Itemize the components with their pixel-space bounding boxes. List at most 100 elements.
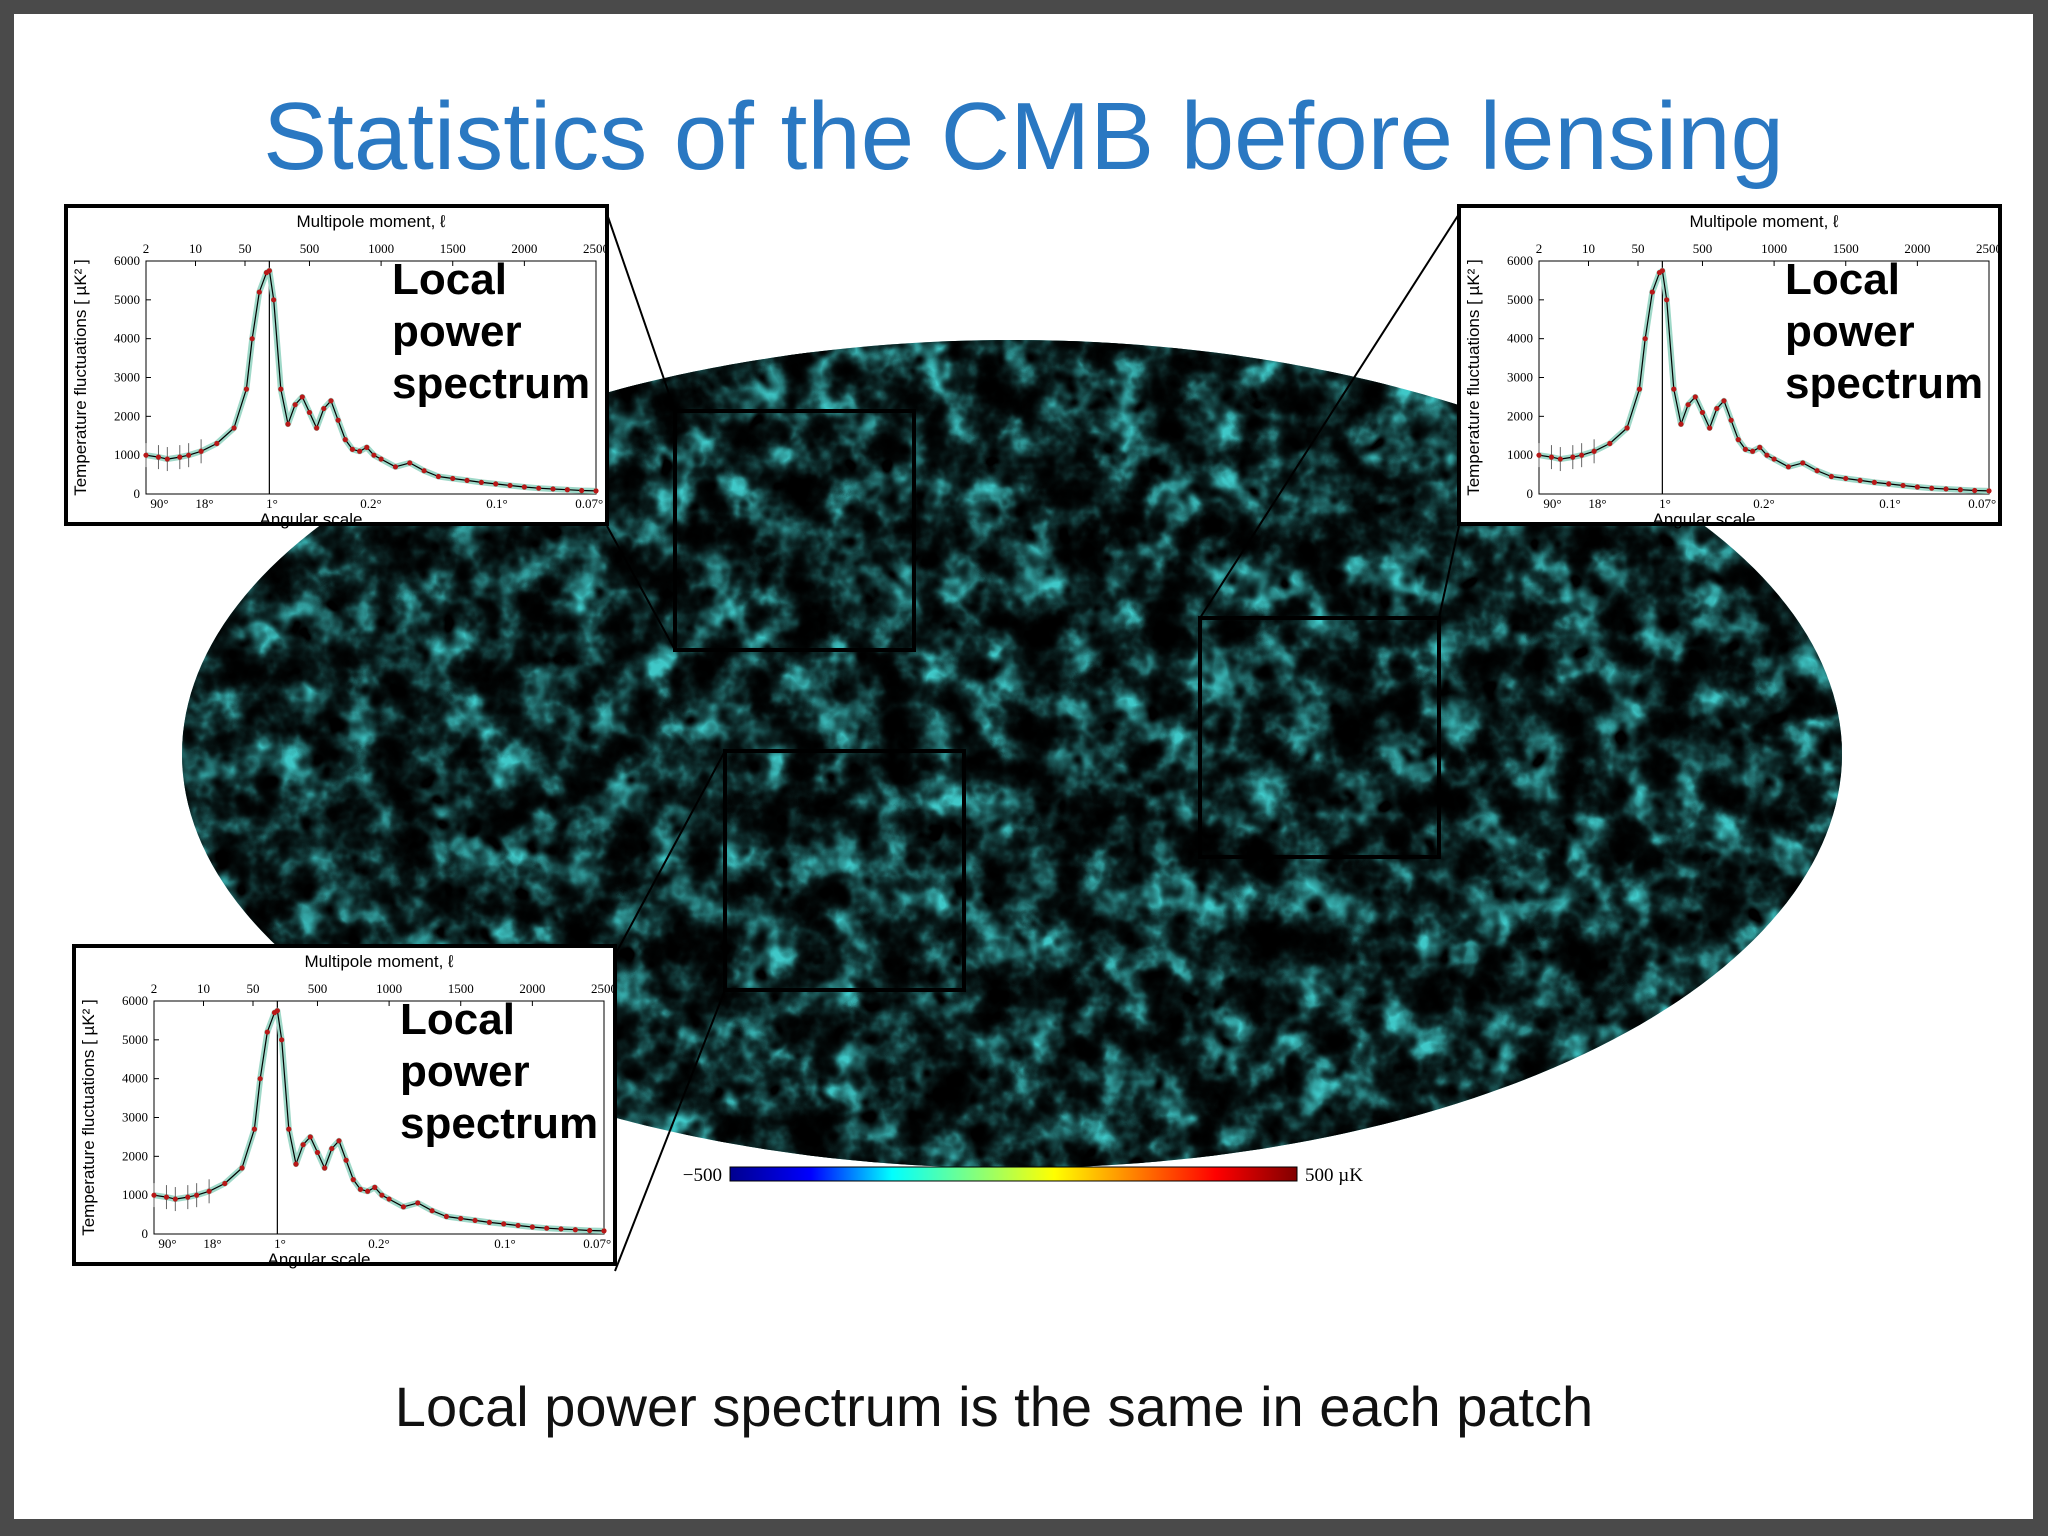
y-tick-label: 5000 — [114, 292, 140, 307]
data-point — [1785, 464, 1792, 470]
data-point — [458, 1215, 464, 1222]
inset-label-line: power — [1785, 307, 1915, 356]
data-point — [249, 336, 255, 342]
data-point — [415, 1200, 421, 1206]
data-point — [163, 1194, 170, 1200]
top-tick-label: 50 — [239, 241, 252, 256]
bottom-tick-label: 18° — [195, 496, 213, 511]
colorbar-max-label: 500 µK — [1305, 1165, 1363, 1186]
y-tick-label: 4000 — [1507, 331, 1533, 346]
data-point — [1957, 487, 1963, 493]
patch-box-bottom — [723, 749, 966, 992]
data-point — [1536, 452, 1542, 458]
bottom-axis-title: Angular scale — [1652, 510, 1755, 529]
data-point — [1814, 468, 1820, 474]
top-tick-label: 500 — [1693, 241, 1713, 256]
inset-label-line: spectrum — [392, 359, 590, 408]
data-point — [1591, 448, 1597, 454]
data-point — [1636, 386, 1643, 392]
top-tick-label: 2 — [1536, 241, 1543, 256]
data-point — [1857, 477, 1863, 484]
data-point — [314, 1149, 321, 1156]
bottom-tick-label: 0.1° — [486, 496, 507, 511]
data-point — [1943, 486, 1949, 492]
inset-label-line: Local — [400, 995, 515, 1044]
data-point — [214, 440, 220, 447]
data-point — [1570, 454, 1576, 460]
data-point — [314, 425, 320, 431]
data-point — [1607, 440, 1613, 447]
data-point — [564, 487, 570, 493]
data-point — [593, 488, 599, 494]
y-axis-title: Temperature fluctuations [ µK² ] — [1464, 259, 1483, 496]
y-tick-label: 3000 — [1507, 370, 1533, 385]
top-axis-title: Multipole moment, ℓ — [304, 952, 454, 971]
inset-frame — [72, 944, 617, 1266]
bottom-tick-label: 90° — [158, 1236, 176, 1251]
y-tick-label: 4000 — [114, 331, 140, 346]
y-tick-label: 0 — [142, 1226, 149, 1241]
data-point — [328, 398, 334, 404]
data-point — [164, 456, 170, 462]
bottom-tick-label: 90° — [150, 496, 168, 511]
colorbar-min-label: −500 — [683, 1165, 722, 1186]
bottom-axis-title: Angular scale — [259, 510, 362, 529]
inset-panel-top-left: Multipole moment, ℓ 2 10 50 500 1000 1500 2000 2… — [64, 204, 609, 529]
data-point — [1659, 268, 1665, 274]
data-point — [544, 1225, 550, 1231]
data-point — [443, 1213, 450, 1220]
data-point — [1900, 482, 1906, 489]
data-point — [579, 487, 585, 494]
data-point — [300, 1142, 306, 1148]
data-point — [194, 1192, 200, 1198]
top-tick-label: 2 — [143, 241, 150, 256]
data-point — [1721, 398, 1727, 404]
inset-label-line: power — [392, 307, 522, 356]
y-tick-label: 2000 — [122, 1148, 148, 1163]
data-point — [1557, 456, 1563, 462]
data-point — [1735, 437, 1741, 443]
data-point — [450, 475, 456, 482]
data-point — [222, 1180, 228, 1187]
data-point — [198, 448, 204, 454]
data-point — [536, 485, 542, 491]
bottom-tick-label: 90° — [1543, 496, 1561, 511]
connector-lines — [606, 213, 1460, 1272]
data-point — [322, 1165, 328, 1171]
data-point — [1871, 479, 1877, 485]
data-point — [1742, 446, 1749, 452]
top-tick-label: 10 — [197, 981, 210, 996]
data-point — [1764, 452, 1770, 458]
data-point — [429, 1208, 435, 1214]
data-point — [256, 289, 262, 295]
data-point — [392, 464, 399, 470]
y-tick-label: 5000 — [122, 1032, 148, 1047]
top-tick-label: 10 — [1582, 241, 1595, 256]
data-point — [329, 1145, 335, 1152]
data-point — [507, 482, 513, 489]
data-point — [143, 452, 149, 458]
data-point — [321, 405, 327, 412]
data-point — [299, 394, 305, 400]
data-point — [151, 1192, 157, 1198]
patch-box-right — [1198, 616, 1441, 859]
data-point — [293, 1161, 299, 1167]
data-point — [1664, 297, 1670, 303]
top-tick-label: 2000 — [1904, 241, 1930, 256]
y-tick-label: 3000 — [122, 1110, 148, 1125]
inset-panel-bottom-left: Multipole moment, ℓ 2 10 50 500 1000 1500 2000 2… — [72, 944, 617, 1269]
data-point — [1548, 454, 1555, 460]
data-point — [572, 1227, 578, 1233]
bottom-tick-label: 0.2° — [1753, 496, 1774, 511]
bottom-tick-label: 0.07° — [1968, 496, 1996, 511]
y-tick-label: 4000 — [122, 1071, 148, 1086]
data-point — [172, 1196, 178, 1202]
y-axis-title: Temperature fluctuations [ µK² ] — [71, 259, 90, 496]
data-point — [292, 402, 298, 408]
data-point — [1699, 409, 1706, 416]
data-point — [486, 1219, 492, 1225]
inset-frame — [1457, 204, 2002, 526]
data-point — [379, 1192, 385, 1198]
colorbar: −500 500 µK — [683, 1165, 1363, 1186]
y-tick-label: 2000 — [1507, 408, 1533, 423]
